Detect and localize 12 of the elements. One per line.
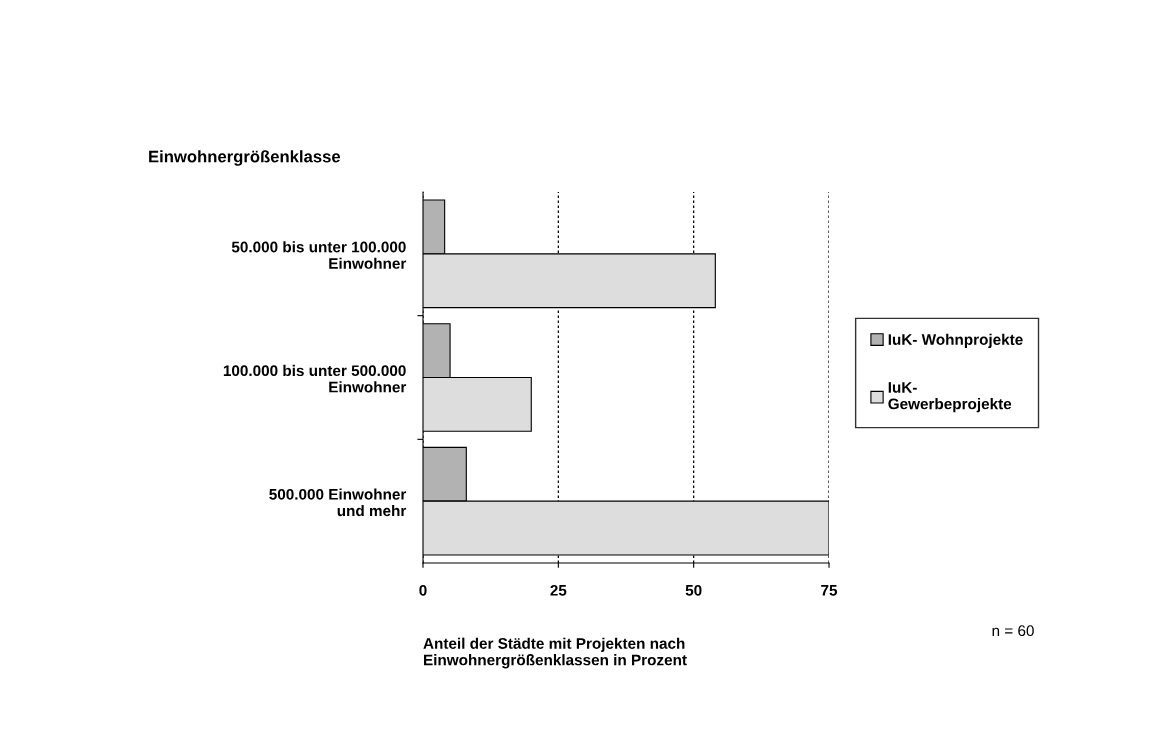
y-tick-label: 100.000 bis unter 500.000 Einwohner — [223, 364, 407, 393]
x-tick-label: 0 — [419, 584, 427, 596]
y-axis-title: Einwohnergrößenklasse — [149, 150, 341, 166]
x-tick-label: 50 — [685, 584, 702, 596]
x-tick-label: 25 — [550, 584, 567, 596]
x-tick-label: 75 — [821, 585, 838, 596]
y-tick-label: 50.000 bis unter 100.000 Einwohner — [231, 241, 407, 269]
legend-label: IuK- Gewerbeprojekte — [888, 382, 1012, 413]
legend-label: IuK- Wohnprojekte — [888, 333, 1023, 349]
text: n = 60 — [992, 625, 1034, 637]
y-tick-label: 500.000 Einwohner und mehr — [269, 488, 407, 517]
x-axis-title: Anteil der Städte mit Projekten nach Einwohnergrößenklassen in Prozent — [423, 637, 687, 669]
